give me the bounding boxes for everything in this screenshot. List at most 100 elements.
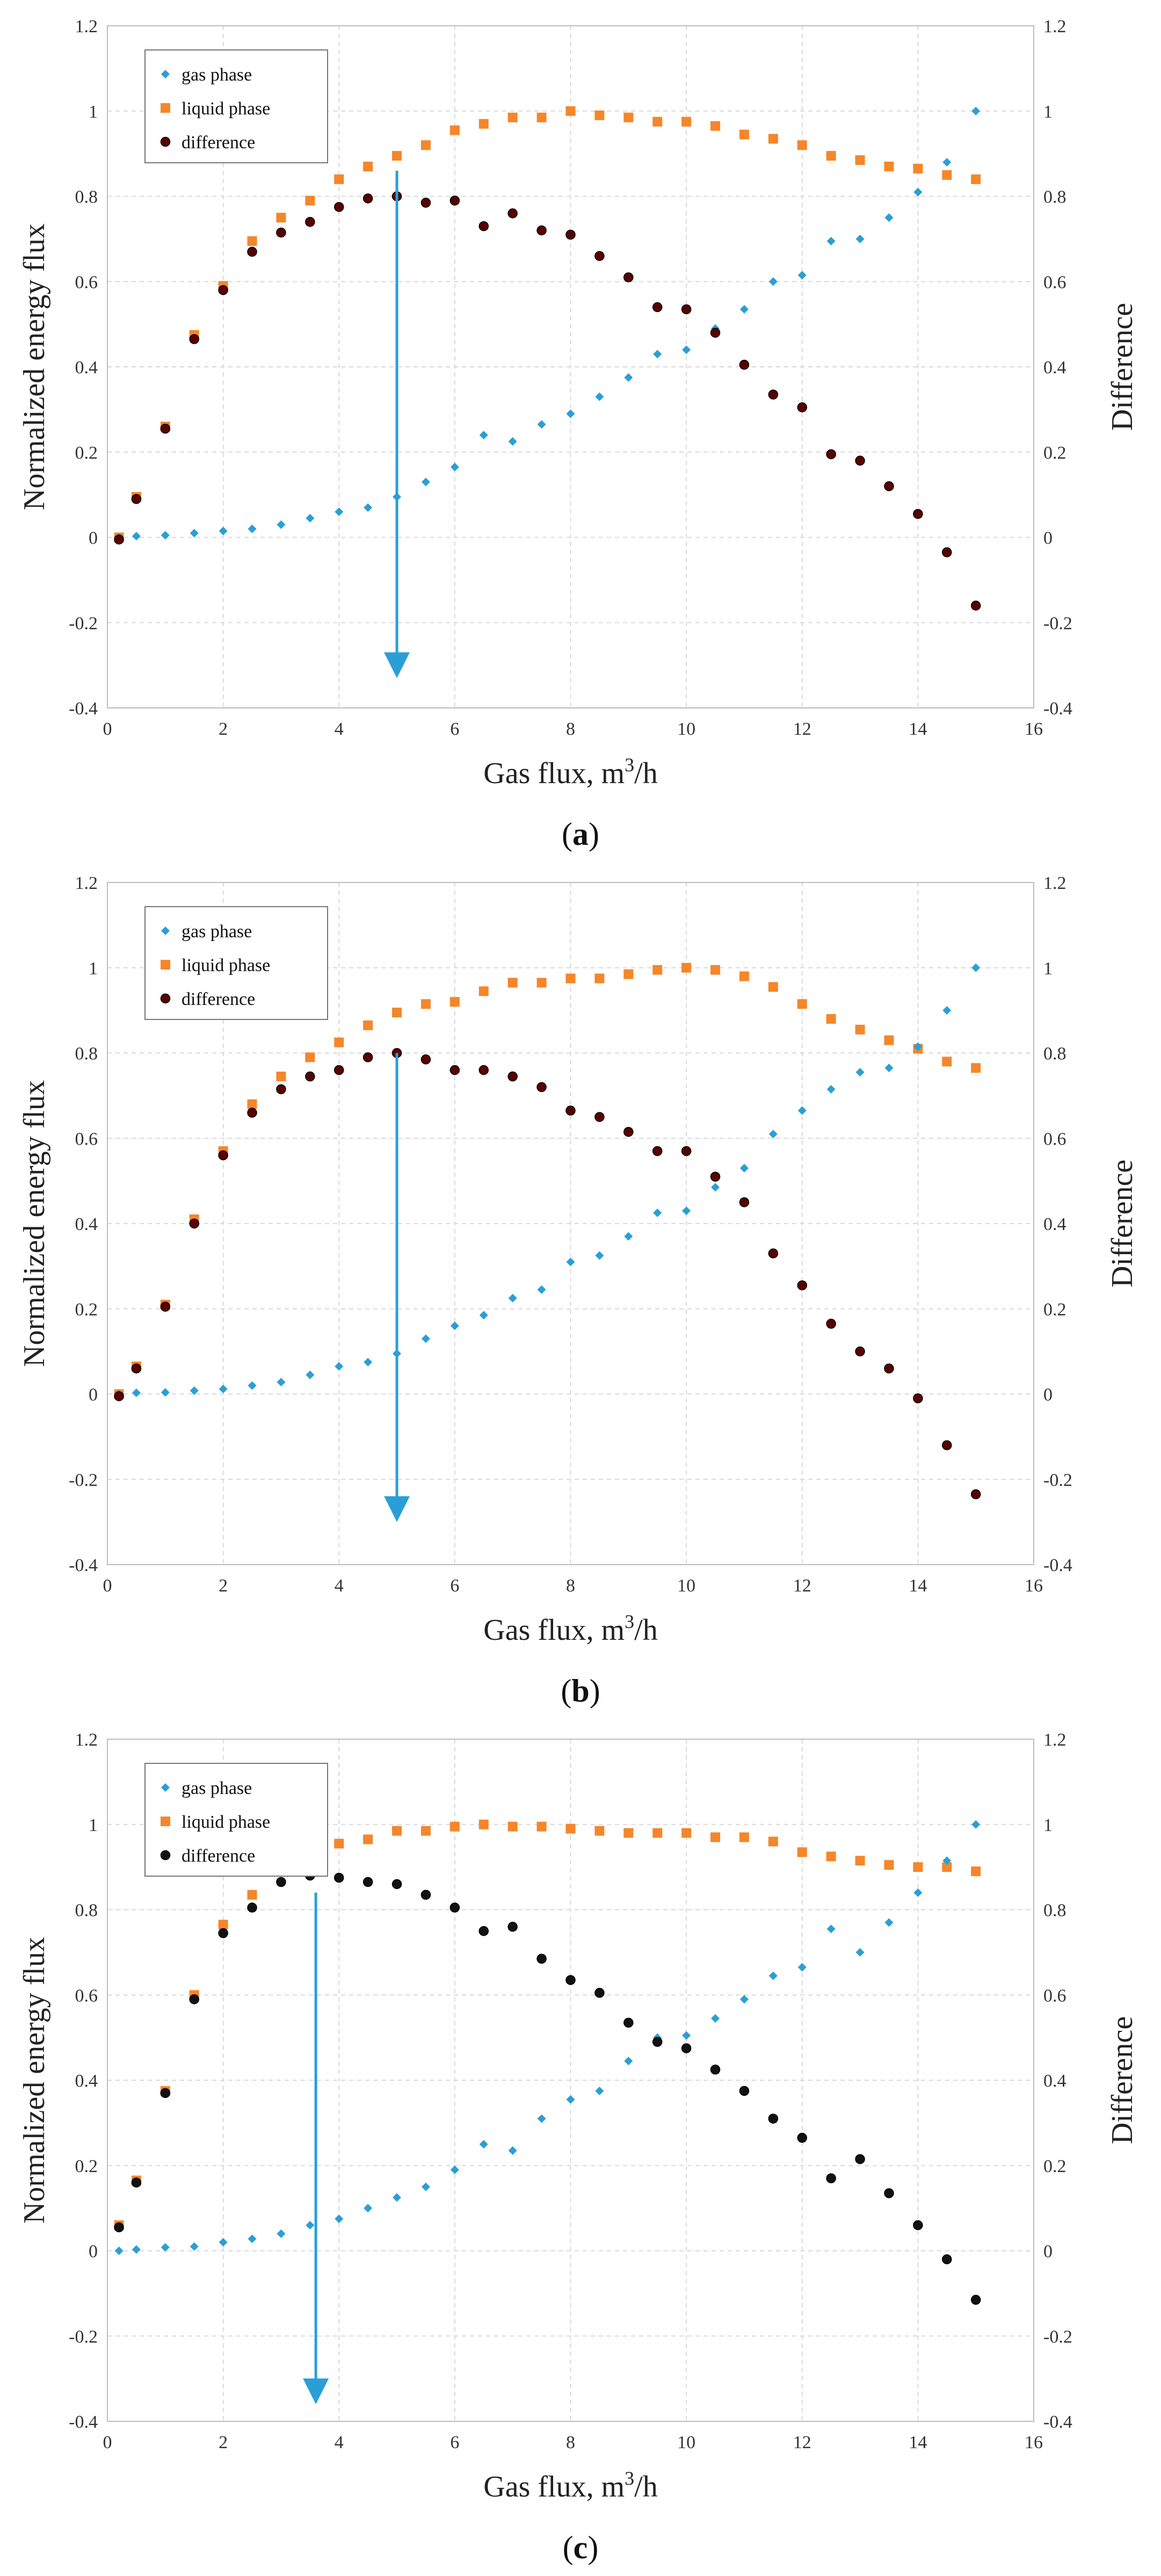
y2-tick-label: 0.4 [1043,358,1066,378]
x-axis-title-main: Gas flux, m [483,1613,625,1647]
caption-close: ) [589,816,599,852]
caption-close: ) [590,1673,600,1709]
legend-label: difference [182,133,255,153]
x-tick-label: 16 [1025,719,1043,739]
liquid-phase-point [276,1072,286,1082]
y-tick-label: 0.8 [75,1044,98,1064]
gas-phase-point [537,2114,546,2123]
x-axis-title-superscript: 3 [625,2468,634,2489]
y-tick-label: -0.2 [69,1470,98,1490]
liquid-phase-point [565,1824,576,1834]
legend-marker-liquid-phase [161,960,170,969]
difference-point [131,1363,142,1374]
difference-point [826,449,836,459]
gas-phase-point [537,1285,546,1294]
x-axis-title: Gas flux, m3/h [483,754,657,790]
y2-tick-label: 1 [1043,102,1053,122]
liquid-phase-point [942,1057,952,1067]
difference-point [970,1489,981,1500]
gas-phase-point [306,1370,315,1379]
gas-phase-point [768,1130,778,1139]
gas-phase-point [826,1924,836,1934]
gas-phase-point [913,1888,923,1897]
y-tick-label: 1.2 [75,17,98,37]
y-tick-label: 1 [89,959,98,979]
difference-point [797,1280,807,1291]
x-tick-label: 14 [909,2433,927,2452]
y2-tick-label: -0.4 [1043,1555,1072,1575]
liquid-phase-point [768,1836,778,1847]
panel-caption: (a) [562,816,599,852]
liquid-phase-point [739,1832,749,1842]
difference-point [681,1146,692,1156]
y-tick-label: 0.6 [75,1986,98,2006]
caption-letter: c [574,2530,588,2565]
liquid-phase-point [884,161,894,171]
gas-phase-point [971,1820,981,1829]
liquid-phase-point [971,1063,981,1073]
x-tick-label: 2 [219,719,228,739]
liquid-phase-point [884,1860,894,1870]
gas-phase-point [132,2245,141,2254]
x-tick-label: 12 [793,2433,811,2452]
gas-phase-point [190,1386,199,1395]
difference-point [826,2173,836,2183]
gas-phase-point [450,2165,459,2174]
y2-axis-title: Difference [1106,1160,1139,1287]
difference-point [565,1975,576,1985]
difference-point [114,534,124,545]
legend-box [144,906,328,1020]
liquid-phase-point [420,999,431,1009]
x-tick-label: 10 [677,1576,695,1596]
y2-tick-label: 1 [1043,1815,1053,1835]
x-tick-label: 12 [793,719,811,739]
liquid-phase-point [536,112,547,122]
gas-phase-point [277,1378,286,1387]
gas-phase-point [450,1321,459,1330]
liquid-phase-point [507,1821,518,1832]
y-tick-label: 0.8 [75,1901,98,1921]
difference-point [855,2154,865,2165]
gas-phase-point [595,392,604,401]
y-tick-label: 1 [89,1815,98,1835]
chart-panel-a: -0.4 -0.2 0 0.2 0.4 0.6 0.8 1 1.2 -0.4 -0.2 0 0.2 0.4… [18,17,1139,852]
difference-point [710,328,721,338]
liquid-phase-point [913,163,923,173]
liquid-phase-point [218,1920,228,1930]
difference-point [768,2114,779,2124]
gas-phase-point [479,1311,488,1320]
gas-phase-point [248,1381,257,1390]
difference-point [189,334,199,344]
y-tick-label: 0 [89,529,98,548]
liquid-phase-point [363,1834,373,1844]
liquid-phase-point [565,973,576,983]
plot-area-frame [107,25,1034,708]
liquid-phase-point [594,1826,605,1836]
gas-phase-point [421,1334,430,1343]
liquid-phase-point [507,978,518,988]
y2-tick-label: 0.8 [1043,187,1066,207]
difference-point [970,2295,981,2305]
liquid-phase-point [826,1014,836,1024]
difference-point [623,2017,634,2028]
difference-point [652,302,663,313]
legend-marker-liquid-phase [161,1817,170,1826]
y-tick-label: 0.2 [75,1300,98,1320]
difference-point [739,2086,750,2096]
x-tick-label: 4 [335,1576,344,1596]
y2-tick-label: -0.4 [1043,699,1072,719]
legend-label: liquid phase [182,99,270,119]
difference-point [362,1052,373,1062]
x-tick-label: 0 [103,2433,112,2452]
liquid-phase-point [536,978,547,988]
y-tick-label: 0.6 [75,1129,98,1149]
liquid-phase-point [913,1862,923,1872]
difference-point [942,2254,952,2264]
difference-point [478,1926,489,1936]
x-tick-label: 0 [103,719,112,739]
y-tick-label: 0 [89,2242,98,2262]
difference-point [913,1393,923,1403]
x-tick-label: 8 [566,719,575,739]
liquid-phase-point [797,1847,807,1857]
